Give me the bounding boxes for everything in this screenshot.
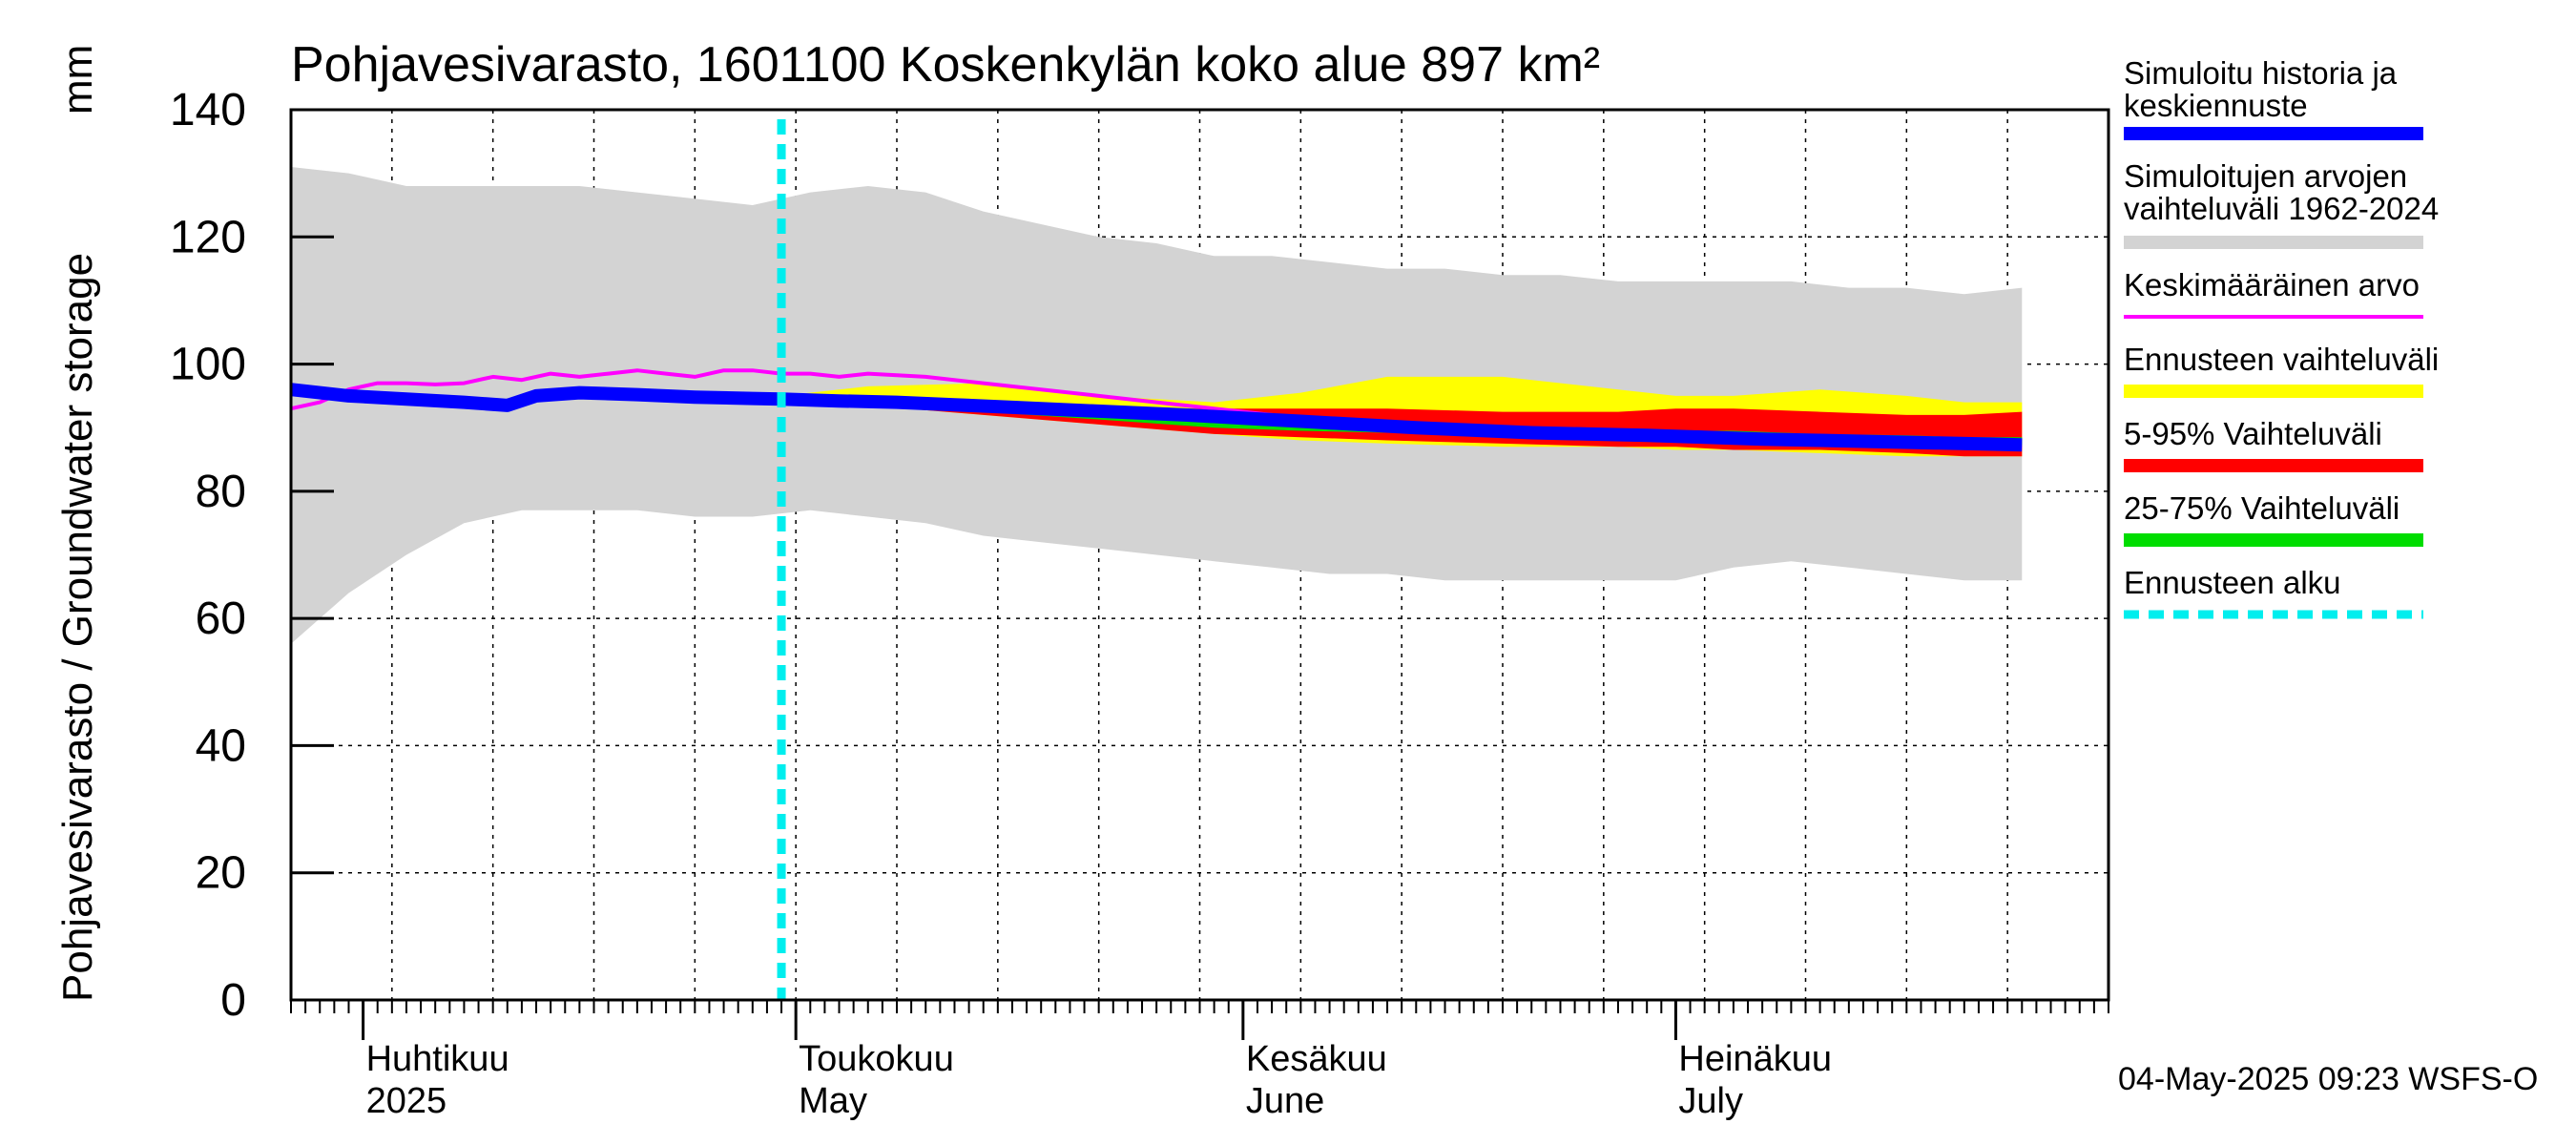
y-axis-unit: mm: [54, 45, 101, 114]
x-month-label-en: July: [1678, 1081, 1743, 1121]
legend-label: vaihteluväli 1962-2024: [2124, 191, 2439, 226]
lines: [290, 368, 2023, 452]
x-month-label-en: June: [1246, 1081, 1324, 1121]
legend-label: Simuloitu historia ja: [2124, 55, 2398, 91]
y-tick-label: 100: [170, 340, 246, 390]
legend-label: 5-95% Vaihteluväli: [2124, 416, 2382, 451]
y-tick-label: 60: [196, 593, 246, 644]
x-month-label-fi: Toukokuu: [799, 1039, 954, 1079]
chart-title: Pohjavesivarasto, 1601100 Koskenkylän ko…: [291, 37, 1600, 93]
x-month-label-en: May: [799, 1081, 867, 1121]
y-tick-label: 20: [196, 848, 246, 899]
x-month-label-fi: Heinäkuu: [1678, 1039, 1832, 1079]
y-axis-label: Pohjavesivarasto / Groundwater storage: [54, 253, 101, 1002]
y-tick-label: 120: [170, 212, 246, 262]
legend-label: Keskimääräinen arvo: [2124, 267, 2420, 302]
x-month-label-en: 2025: [366, 1081, 447, 1121]
y-tick-label: 0: [220, 975, 246, 1026]
legend-label: Ennusteen alku: [2124, 565, 2341, 600]
y-tick-label: 140: [170, 85, 246, 135]
bands: [291, 167, 2023, 644]
y-tick-label: 40: [196, 720, 246, 771]
footer-timestamp: 04-May-2025 09:23 WSFS-O: [2118, 1061, 2538, 1097]
x-month-label-fi: Huhtikuu: [366, 1039, 509, 1079]
legend-label: 25-75% Vaihteluväli: [2124, 490, 2399, 526]
legend-label: Ennusteen vaihteluväli: [2124, 342, 2439, 377]
y-axis: 0 20 40 60 80 100 120 140: [170, 85, 334, 1026]
y-tick-label: 80: [196, 467, 246, 517]
legend-label: keskiennuste: [2124, 88, 2308, 123]
legend-label: Simuloitujen arvojen: [2124, 158, 2407, 194]
x-month-label-fi: Kesäkuu: [1246, 1039, 1387, 1079]
line-simuloitu-historia-ja-keskiennuste: [290, 383, 2023, 452]
